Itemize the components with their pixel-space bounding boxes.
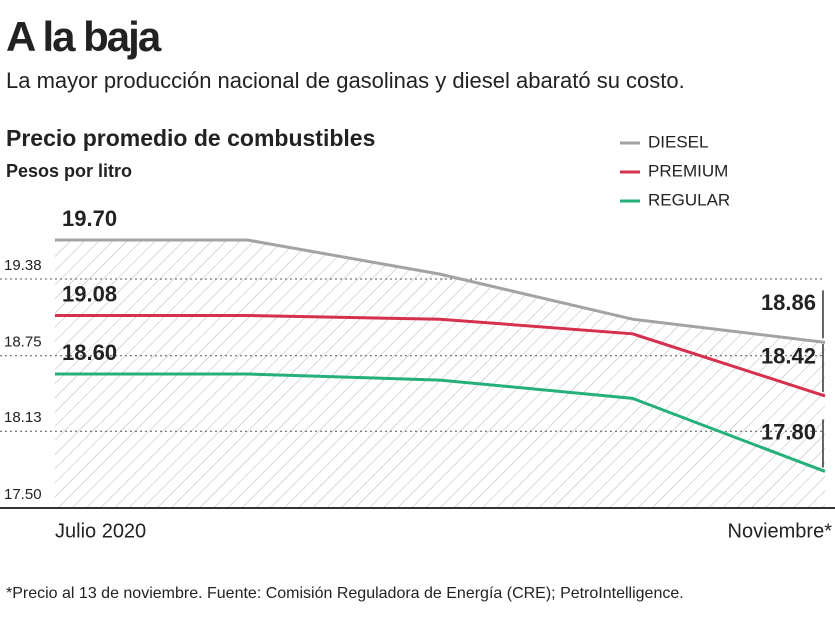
hatched-area bbox=[55, 240, 825, 508]
value-label: 19.08 bbox=[62, 281, 117, 306]
chart-title: Precio promedio de combustibles bbox=[6, 125, 375, 151]
series-line bbox=[55, 314, 826, 398]
value-label: 17.80 bbox=[761, 419, 816, 444]
x-tick-label: Noviembre* bbox=[728, 520, 833, 542]
footnote: *Precio al 13 de noviembre. Fuente: Comi… bbox=[6, 585, 684, 602]
y-tick-label: 17.50 bbox=[4, 486, 42, 503]
series-line bbox=[55, 372, 826, 473]
page-title: A la baja bbox=[6, 13, 162, 60]
y-tick-label: 18.13 bbox=[4, 409, 42, 426]
x-tick-label: Julio 2020 bbox=[55, 520, 146, 542]
y-tick-label: 18.75 bbox=[4, 334, 42, 351]
series-line bbox=[55, 238, 826, 344]
value-label: 18.86 bbox=[761, 290, 816, 315]
subtitle: La mayor producción nacional de gasolina… bbox=[6, 68, 685, 93]
y-axis-label: Pesos por litro bbox=[6, 161, 132, 181]
legend-label: PREMIUM bbox=[648, 161, 728, 180]
value-label: 18.60 bbox=[62, 340, 117, 365]
value-label: 18.42 bbox=[761, 344, 816, 369]
value-label: 19.70 bbox=[62, 206, 117, 231]
y-tick-label: 19.38 bbox=[4, 257, 42, 274]
legend-label: DIESEL bbox=[648, 132, 708, 151]
legend-label: REGULAR bbox=[648, 190, 730, 209]
